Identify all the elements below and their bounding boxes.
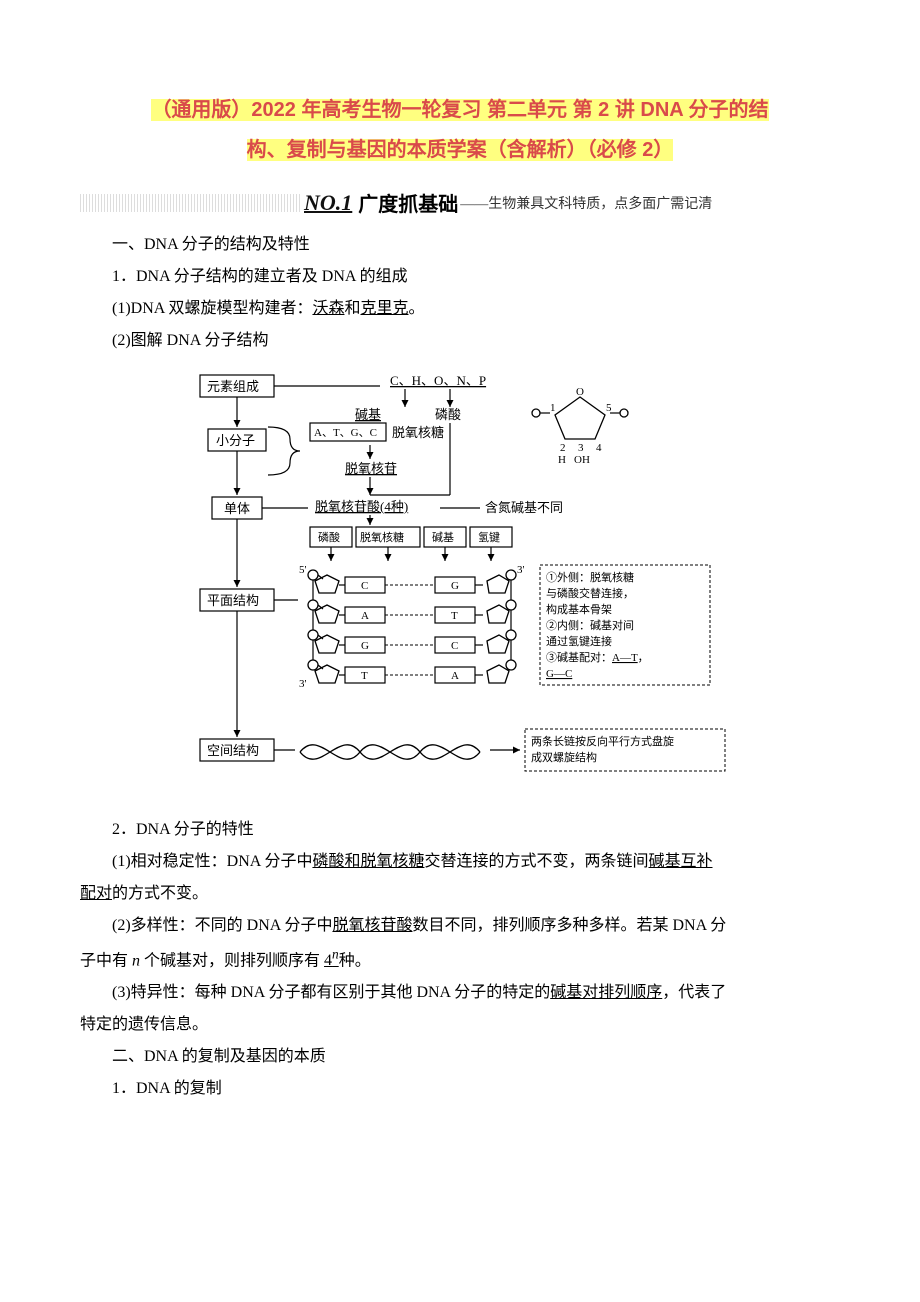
row-sugar: 脱氧核糖 (360, 530, 404, 544)
para-1-2-3b: 特定的遗传信息。 (80, 1009, 840, 1041)
ul: 4n (324, 952, 339, 969)
text: 和 (344, 300, 360, 317)
helix2: 成双螺旋结构 (531, 750, 597, 764)
italic-n: n (132, 952, 140, 969)
text: (3)特异性：每种 DNA 分子都有区别于其他 DNA 分子的特定的 (112, 984, 550, 1001)
svg-text:C: C (361, 580, 368, 592)
svg-text:G: G (451, 580, 459, 592)
text: 子中有 (80, 952, 132, 969)
para-1-2-1b: 配对的方式不变。 (80, 878, 840, 910)
para-1-1-1: (1)DNA 双螺旋模型构建者：沃森和克里克。 (80, 293, 840, 325)
banner-heading: 广度抓基础 (358, 188, 458, 217)
section-banner: NO.1 广度抓基础 ——生物兼具文科特质，点多面广需记清 (80, 188, 840, 217)
svg-text:③碱基配对：A—T，: ③碱基配对：A—T， (546, 650, 649, 664)
note3d: G—C (546, 668, 572, 680)
underline-crick: 克里克 (360, 300, 408, 317)
banner-subtitle: ——生物兼具文科特质，点多面广需记清 (460, 193, 712, 213)
banner-number: NO.1 (304, 190, 352, 216)
label-base: 碱基 (355, 407, 381, 422)
heading-1-2: 2．DNA 分子的特性 (80, 814, 840, 846)
para-1-2-2: (2)多样性：不同的 DNA 分子中脱氧核苷酸数目不同，排列顺序多种多样。若某 … (80, 910, 840, 942)
note2b: 通过氢键连接 (546, 634, 612, 648)
prime5: 5' (299, 564, 307, 576)
helix1: 两条长链按反向平行方式盘旋 (531, 734, 674, 748)
pentose-H: H (558, 454, 566, 466)
svg-text:T: T (451, 610, 458, 622)
svg-text:A: A (361, 610, 369, 622)
note3b: A—T (612, 652, 638, 664)
doc-title-2: 构、复制与基因的本质学案（含解析）（必修 2） (247, 139, 674, 161)
underline-watson: 沃森 (312, 300, 344, 317)
ul: 磷酸和脱氧核糖 (312, 853, 424, 870)
text: 。 (409, 300, 425, 317)
note2a: ②内侧：碱基对间 (546, 618, 634, 632)
heading-section-1: 一、DNA 分子的结构及特性 (80, 229, 840, 261)
label-mono: 单体 (224, 501, 250, 516)
pentose-3: 3 (578, 442, 584, 454)
note1a: ①外侧：脱氧核糖 (546, 570, 634, 584)
label-nucleoside: 脱氧核苷 (345, 461, 397, 476)
text: 种。 (339, 952, 371, 969)
heading-1-1: 1．DNA 分子结构的建立者及 DNA 的组成 (80, 261, 840, 293)
svg-text:O: O (576, 386, 584, 398)
label-diffbase: 含氮碱基不同 (485, 500, 563, 515)
label-chonp: C、H、O、N、P (390, 373, 486, 388)
prime3b: 3' (299, 678, 307, 690)
text: 个碱基对，则排列顺序有 (140, 952, 324, 969)
text: 的方式不变。 (112, 885, 208, 902)
pentose-1: 1 (550, 402, 556, 414)
svg-text:G: G (361, 640, 369, 652)
para-1-2-2b: 子中有 n 个碱基对，则排列顺序有 4n种。 (80, 942, 840, 977)
pentose-2: 2 (560, 442, 566, 454)
dna-structure-diagram: 元素组成 小分子 单体 平面结构 空间结构 C、H、O、N、P 碱基 (80, 367, 840, 802)
doc-title-1: （通用版）2022 年高考生物一轮复习 第二单元 第 2 讲 DNA 分子的结 (151, 99, 768, 121)
label-small: 小分子 (216, 433, 255, 448)
ul: 碱基对排列顺序 (550, 984, 662, 1001)
para-1-2-1: (1)相对稳定性：DNA 分子中磷酸和脱氧核糖交替连接的方式不变，两条链间碱基互… (80, 846, 840, 878)
label-nucleotide: 脱氧核苷酸(4种) (315, 499, 408, 514)
note1c: 构成基本骨架 (546, 602, 612, 616)
svg-text:T: T (361, 670, 368, 682)
heading-2-1: 1．DNA 的复制 (80, 1073, 840, 1105)
text: ，代表了 (662, 984, 726, 1001)
heading-section-2: 二、DNA 的复制及基因的本质 (80, 1041, 840, 1073)
prime3a: 3' (517, 564, 525, 576)
label-deoxyribose: 脱氧核糖 (392, 425, 444, 440)
text: 数目不同，排列顺序多种多样。若某 DNA 分 (412, 917, 726, 934)
text: (2)多样性：不同的 DNA 分子中 (112, 917, 332, 934)
text: (1)DNA 双螺旋模型构建者： (112, 300, 312, 317)
row-base: 碱基 (432, 531, 454, 544)
pentose-5: 5 (606, 402, 612, 414)
row-hbond: 氢键 (478, 530, 500, 544)
svg-text:A: A (451, 670, 459, 682)
row-phos: 磷酸 (318, 530, 340, 544)
svg-text:C: C (451, 640, 458, 652)
label-elem: 元素组成 (207, 379, 259, 394)
ul: 配对 (80, 885, 112, 902)
note1b: 与磷酸交替连接， (546, 586, 634, 600)
pentose-OH: OH (574, 454, 590, 466)
label-space: 空间结构 (207, 743, 259, 758)
pentose-4: 4 (596, 442, 602, 454)
text: 交替连接的方式不变，两条链间 (424, 853, 648, 870)
ul: 脱氧核苷酸 (332, 917, 412, 934)
label-atgc: A、T、G、C (314, 427, 377, 439)
para-1-2-3: (3)特异性：每种 DNA 分子都有区别于其他 DNA 分子的特定的碱基对排列顺… (80, 977, 840, 1009)
text: (1)相对稳定性：DNA 分子中 (112, 853, 312, 870)
para-1-1-2: (2)图解 DNA 分子结构 (80, 325, 840, 357)
ul: 碱基互补 (648, 853, 712, 870)
note3a: ③碱基配对： (546, 650, 612, 664)
banner-dots (80, 194, 300, 212)
label-flat: 平面结构 (207, 593, 259, 608)
note3c: ， (638, 652, 649, 664)
label-phos: 磷酸 (435, 407, 461, 422)
